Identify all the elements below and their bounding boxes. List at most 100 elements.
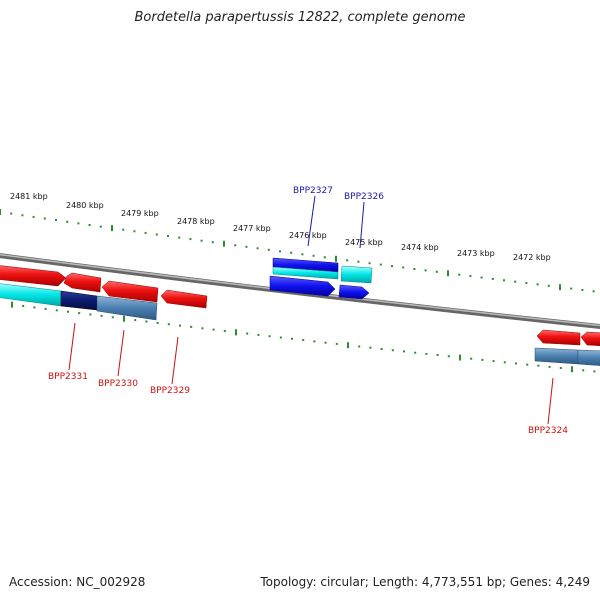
- gene-block-bpp2324[interactable]: [534, 347, 579, 365]
- scale-tick-minor: [301, 253, 304, 256]
- scale-tick-minor: [100, 314, 103, 317]
- scale-tick-minor: [279, 336, 282, 339]
- gene-block-reverse[interactable]: [577, 349, 600, 366]
- scale-tick-minor: [346, 259, 349, 262]
- scale-tick-minor: [21, 214, 24, 217]
- leader-bpp2324: [547, 377, 554, 425]
- scale-tick-major: [347, 342, 349, 349]
- gene-label-bpp2331[interactable]: BPP2331: [48, 372, 88, 382]
- scale-tick-minor: [223, 330, 226, 332]
- leader-bpp2329: [171, 336, 179, 385]
- gene-arrow-forward[interactable]: [580, 331, 600, 346]
- gene-label-bpp2327[interactable]: BPP2327: [293, 186, 333, 196]
- scale-tick-minor: [267, 248, 270, 251]
- outer-scale-ticks: [0, 209, 595, 293]
- scale-tick-minor: [302, 339, 305, 342]
- leader-bpp2331: [68, 322, 76, 371]
- gene-block-bpp2327-cyan[interactable]: [272, 266, 339, 280]
- forward-genes-left: [0, 265, 208, 309]
- scale-tick-minor: [144, 231, 147, 234]
- scale-tick-minor: [447, 355, 450, 358]
- scale-tick-minor: [582, 369, 585, 372]
- scale-tick-minor: [424, 269, 427, 272]
- scale-tick-minor: [291, 337, 293, 340]
- scale-tick-minor: [570, 287, 573, 290]
- scale-tick-minor: [268, 335, 271, 338]
- scale-label: 2475 kbp: [345, 238, 383, 247]
- scale-tick-minor: [133, 230, 136, 233]
- scale-tick-minor: [145, 320, 148, 323]
- scale-tick-minor: [402, 266, 405, 269]
- scale-tick-minor: [10, 212, 13, 215]
- scale-tick-minor: [414, 351, 417, 354]
- middle-gene-cluster: [269, 257, 373, 300]
- gene-arrow-forward[interactable]: [160, 289, 208, 309]
- scale-label: 2479 kbp: [121, 209, 159, 218]
- inner-scale-ticks: [11, 301, 596, 373]
- scale-tick-minor: [155, 233, 158, 236]
- scale-tick-major: [335, 255, 337, 262]
- gene-label-bpp2326[interactable]: BPP2326: [344, 192, 384, 202]
- scale-tick-major: [0, 209, 1, 215]
- gene-block-reverse[interactable]: [96, 295, 158, 321]
- scale-tick-major: [11, 301, 13, 308]
- leader-bpp2326: [359, 201, 365, 249]
- scale-tick-minor: [234, 244, 237, 247]
- gene-arrow-bpp2327[interactable]: [269, 275, 336, 297]
- scale-tick-minor: [391, 265, 393, 268]
- gene-label-bpp2330[interactable]: BPP2330: [98, 379, 138, 389]
- scale-tick-major: [123, 315, 125, 322]
- scale-tick-major: [111, 225, 113, 232]
- scale-tick-minor: [257, 333, 260, 336]
- gene-label-leaders: [68, 195, 554, 425]
- scale-tick-minor: [32, 215, 35, 218]
- scale-tick-minor: [503, 361, 506, 364]
- gene-block-reverse[interactable]: [60, 290, 98, 311]
- scale-label: 2473 kbp: [457, 249, 495, 258]
- scale-tick-minor: [425, 352, 428, 355]
- leader-bpp2330: [117, 329, 125, 377]
- scale-tick-minor: [436, 354, 439, 357]
- scale-tick-minor: [256, 247, 259, 250]
- gene-block-bpp2326-cyan[interactable]: [340, 265, 373, 284]
- scale-label: 2476 kbp: [289, 231, 327, 240]
- scale-tick-minor: [548, 365, 551, 368]
- scale-tick-minor: [201, 327, 204, 330]
- scale-tick-minor: [77, 222, 80, 225]
- scale-tick-minor: [245, 245, 248, 248]
- scale-tick-minor: [211, 241, 214, 244]
- scale-label: 2481 kbp: [10, 192, 48, 201]
- scale-tick-major: [235, 329, 237, 336]
- scale-tick-minor: [515, 362, 517, 365]
- gene-arrow-forward[interactable]: [536, 329, 581, 346]
- scale-tick-minor: [514, 280, 517, 283]
- gene-label-bpp2329[interactable]: BPP2329: [150, 386, 190, 396]
- scale-labels: 2481 kbp 2480 kbp 2479 kbp 2478 kbp 2477…: [10, 192, 551, 262]
- right-gene-cluster: [534, 329, 600, 366]
- scale-tick-minor: [581, 288, 584, 291]
- gene-block-reverse[interactable]: [0, 283, 62, 307]
- scale-label: 2477 kbp: [233, 224, 271, 233]
- scale-tick-major: [571, 366, 573, 373]
- scale-tick-minor: [469, 275, 472, 278]
- scale-tick-minor: [525, 282, 528, 285]
- gene-arrow-forward[interactable]: [0, 265, 67, 287]
- scale-tick-major: [459, 354, 461, 361]
- scale-tick-minor: [391, 349, 394, 352]
- scale-tick-minor: [403, 350, 405, 353]
- scale-label: 2474 kbp: [401, 243, 439, 252]
- scale-tick-major: [223, 240, 225, 247]
- gene-arrow-forward[interactable]: [63, 272, 102, 293]
- scale-tick-minor: [134, 319, 137, 322]
- scale-tick-minor: [592, 290, 595, 293]
- scale-tick-minor: [536, 283, 539, 286]
- scale-tick-minor: [279, 250, 281, 253]
- scale-tick-minor: [167, 235, 169, 237]
- gene-arrow-forward[interactable]: [101, 280, 159, 303]
- scale-tick-minor: [55, 219, 57, 222]
- gene-arrow-bpp2326[interactable]: [338, 284, 370, 300]
- scale-tick-minor: [559, 367, 562, 369]
- scale-tick-minor: [358, 345, 361, 348]
- gene-label-bpp2324[interactable]: BPP2324: [528, 426, 568, 436]
